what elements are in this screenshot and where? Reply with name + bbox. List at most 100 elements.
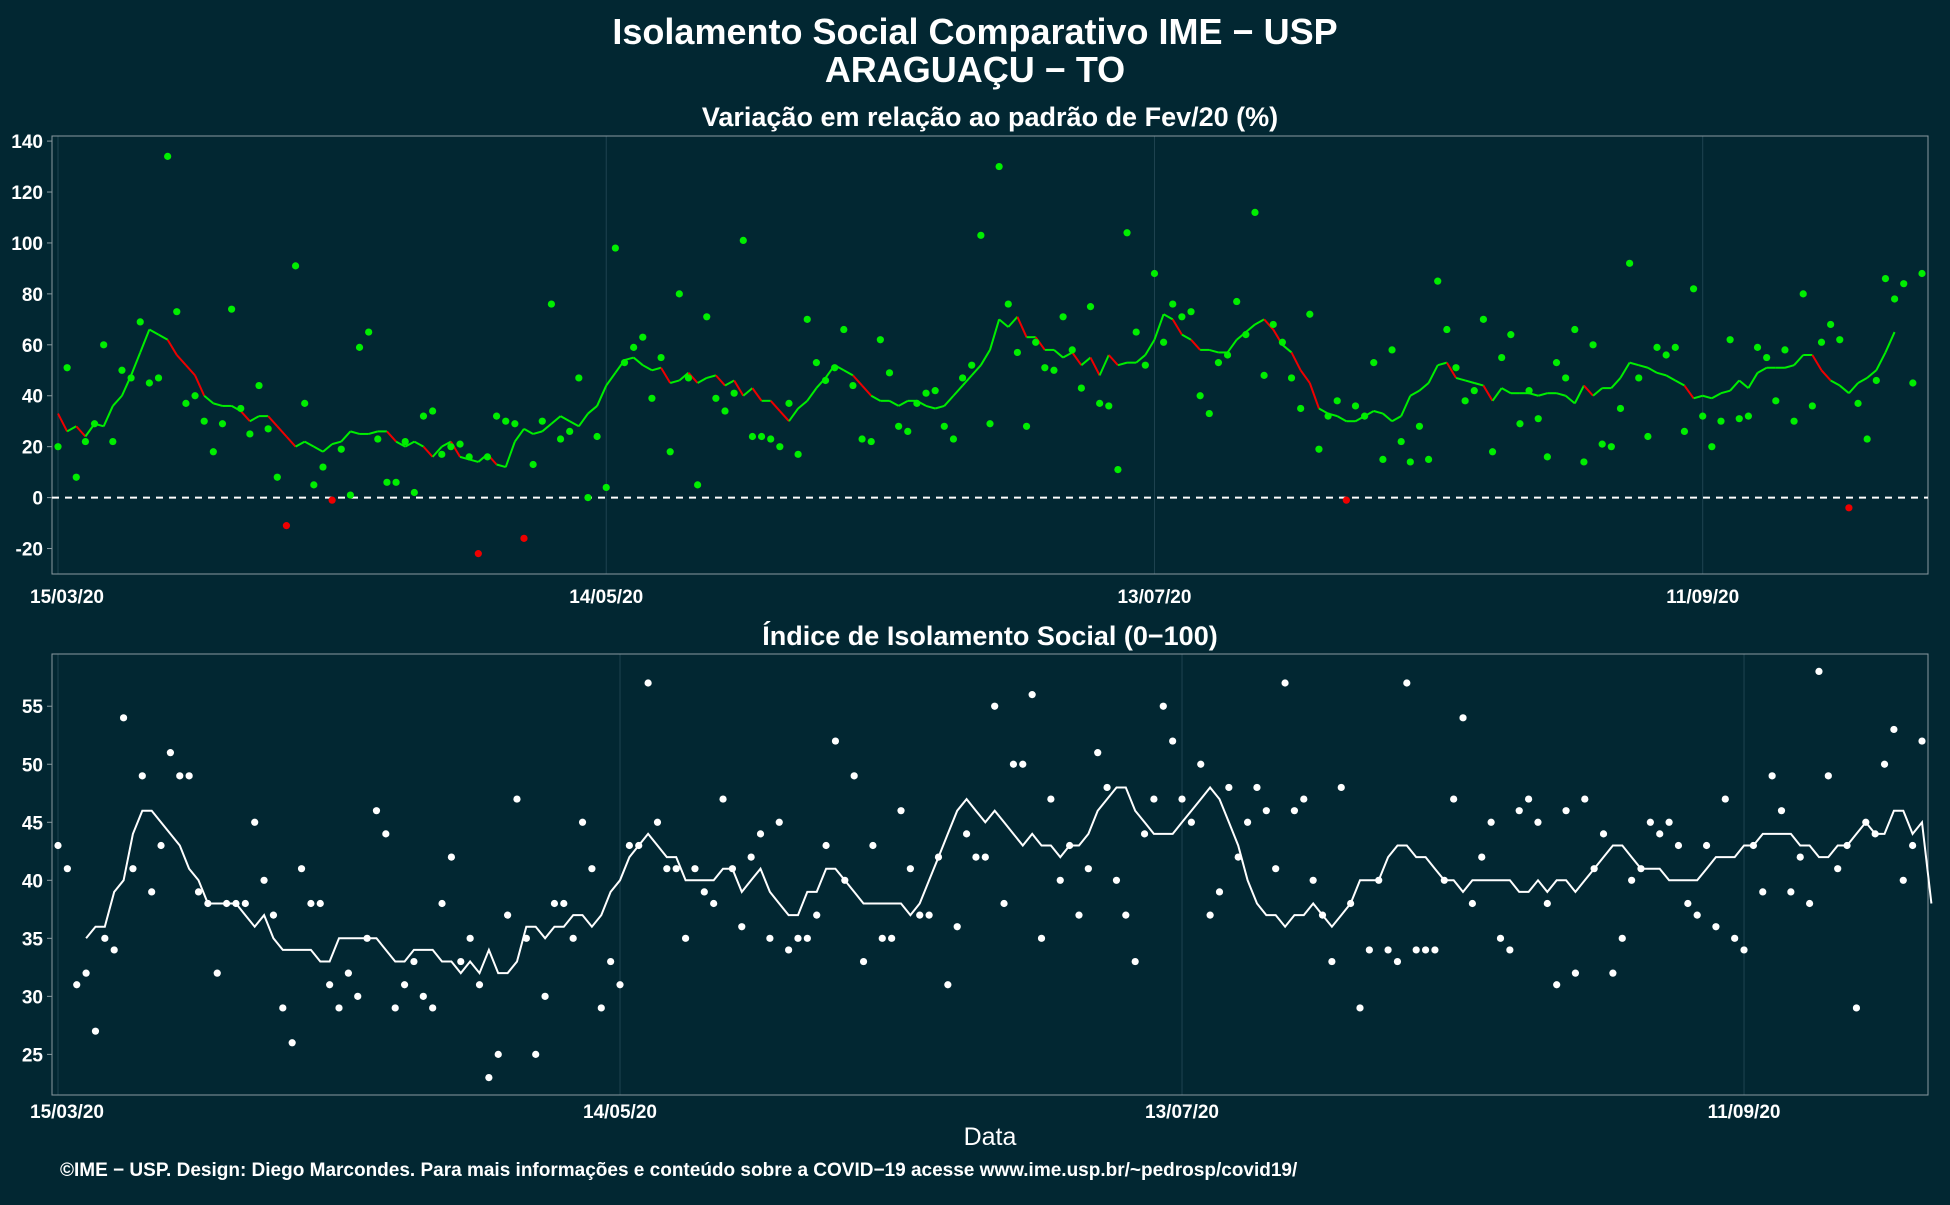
moving-average-segment <box>1171 318 1183 336</box>
moving-average-segment <box>1373 410 1384 415</box>
data-point <box>991 702 999 710</box>
data-point <box>1337 783 1345 792</box>
data-point <box>1665 818 1673 826</box>
data-point <box>374 435 382 443</box>
moving-average-segment <box>797 400 808 410</box>
y-tick-label: 120 <box>11 183 43 204</box>
data-point <box>1234 853 1242 861</box>
data-point <box>1571 969 1580 977</box>
moving-average-segment <box>943 395 955 407</box>
data-point <box>794 934 802 942</box>
data-point <box>972 853 980 861</box>
data-point <box>1431 946 1439 954</box>
y-tick-label: 35 <box>22 929 44 950</box>
x-axis-label: Data <box>964 1123 1017 1151</box>
data-point <box>326 981 334 989</box>
data-point <box>666 448 674 456</box>
data-point <box>538 417 546 425</box>
data-point <box>849 381 857 390</box>
data-point <box>279 1004 287 1012</box>
panel-indice: Índice de Isolamento Social (0−100) 15/03… <box>22 620 1933 1151</box>
moving-average-line <box>85 785 1933 976</box>
data-point <box>812 359 820 367</box>
data-point <box>1461 397 1469 405</box>
y-tick-label: 50 <box>22 755 43 776</box>
data-point <box>1272 865 1280 873</box>
moving-average-segment <box>213 402 223 407</box>
data-point <box>251 818 259 826</box>
moving-average-segment <box>1281 344 1293 354</box>
moving-average-segment <box>861 384 872 397</box>
data-point <box>831 737 840 745</box>
moving-average-segment <box>779 410 790 422</box>
data-point <box>1524 795 1533 803</box>
data-point <box>1452 364 1460 372</box>
moving-average-segment <box>1062 351 1073 359</box>
data-point <box>1300 795 1308 803</box>
data-point <box>228 305 236 313</box>
moving-average-segment <box>340 430 352 443</box>
data-point <box>607 957 615 966</box>
y-tick-label: 20 <box>22 438 43 459</box>
data-point <box>968 361 976 369</box>
data-point <box>1607 443 1615 451</box>
data-point <box>1022 422 1031 430</box>
x-tick-label: 15/03/20 <box>30 1102 104 1123</box>
data-point <box>81 437 90 446</box>
moving-average-segment <box>560 415 571 423</box>
data-point <box>127 374 135 382</box>
data-point <box>1768 772 1776 780</box>
data-point <box>382 830 390 838</box>
y-tick-label: 25 <box>22 1045 44 1066</box>
data-point <box>719 795 727 803</box>
data-point <box>803 315 811 323</box>
moving-average-segment <box>75 425 87 438</box>
moving-average-segment <box>898 399 909 407</box>
moving-average-segment <box>139 329 151 353</box>
data-point <box>429 1004 437 1012</box>
data-point <box>566 427 574 435</box>
data-point <box>840 325 848 334</box>
data-point <box>1197 760 1205 768</box>
moving-average-segment <box>285 435 297 448</box>
data-point <box>885 369 894 377</box>
data-point <box>1799 290 1807 298</box>
data-point <box>110 946 118 954</box>
data-point <box>438 450 446 458</box>
data-point <box>513 795 521 803</box>
moving-average-segment <box>724 379 735 387</box>
data-point <box>1777 807 1786 815</box>
data-point <box>1105 402 1113 410</box>
data-point <box>1626 259 1634 267</box>
data-point <box>1618 934 1626 942</box>
y-tick-label: -20 <box>16 540 43 561</box>
data-point <box>639 333 647 341</box>
moving-average-segment <box>1884 331 1896 353</box>
moving-average-segment <box>431 446 443 458</box>
moving-average-segment <box>1437 361 1448 367</box>
data-point <box>897 807 905 815</box>
data-point <box>1781 346 1789 354</box>
data-point <box>703 313 711 321</box>
data-point <box>1421 946 1430 954</box>
data-point <box>1150 795 1158 803</box>
data-point <box>1881 275 1890 283</box>
data-point <box>504 911 512 919</box>
x-tick-label: 13/07/20 <box>1117 587 1191 608</box>
data-point <box>1599 830 1608 838</box>
data-point <box>91 1027 100 1035</box>
data-point <box>194 888 203 896</box>
moving-average-segment <box>1711 392 1722 400</box>
data-point <box>182 399 190 407</box>
data-point <box>1740 946 1748 954</box>
data-point <box>1004 300 1012 308</box>
data-point <box>1609 969 1617 977</box>
plot-frame <box>51 135 1929 575</box>
data-point <box>1827 320 1835 329</box>
data-point <box>502 417 510 425</box>
data-point <box>738 923 746 931</box>
data-point <box>1689 285 1698 293</box>
moving-average-segment <box>1226 339 1238 354</box>
data-point <box>1909 379 1917 387</box>
